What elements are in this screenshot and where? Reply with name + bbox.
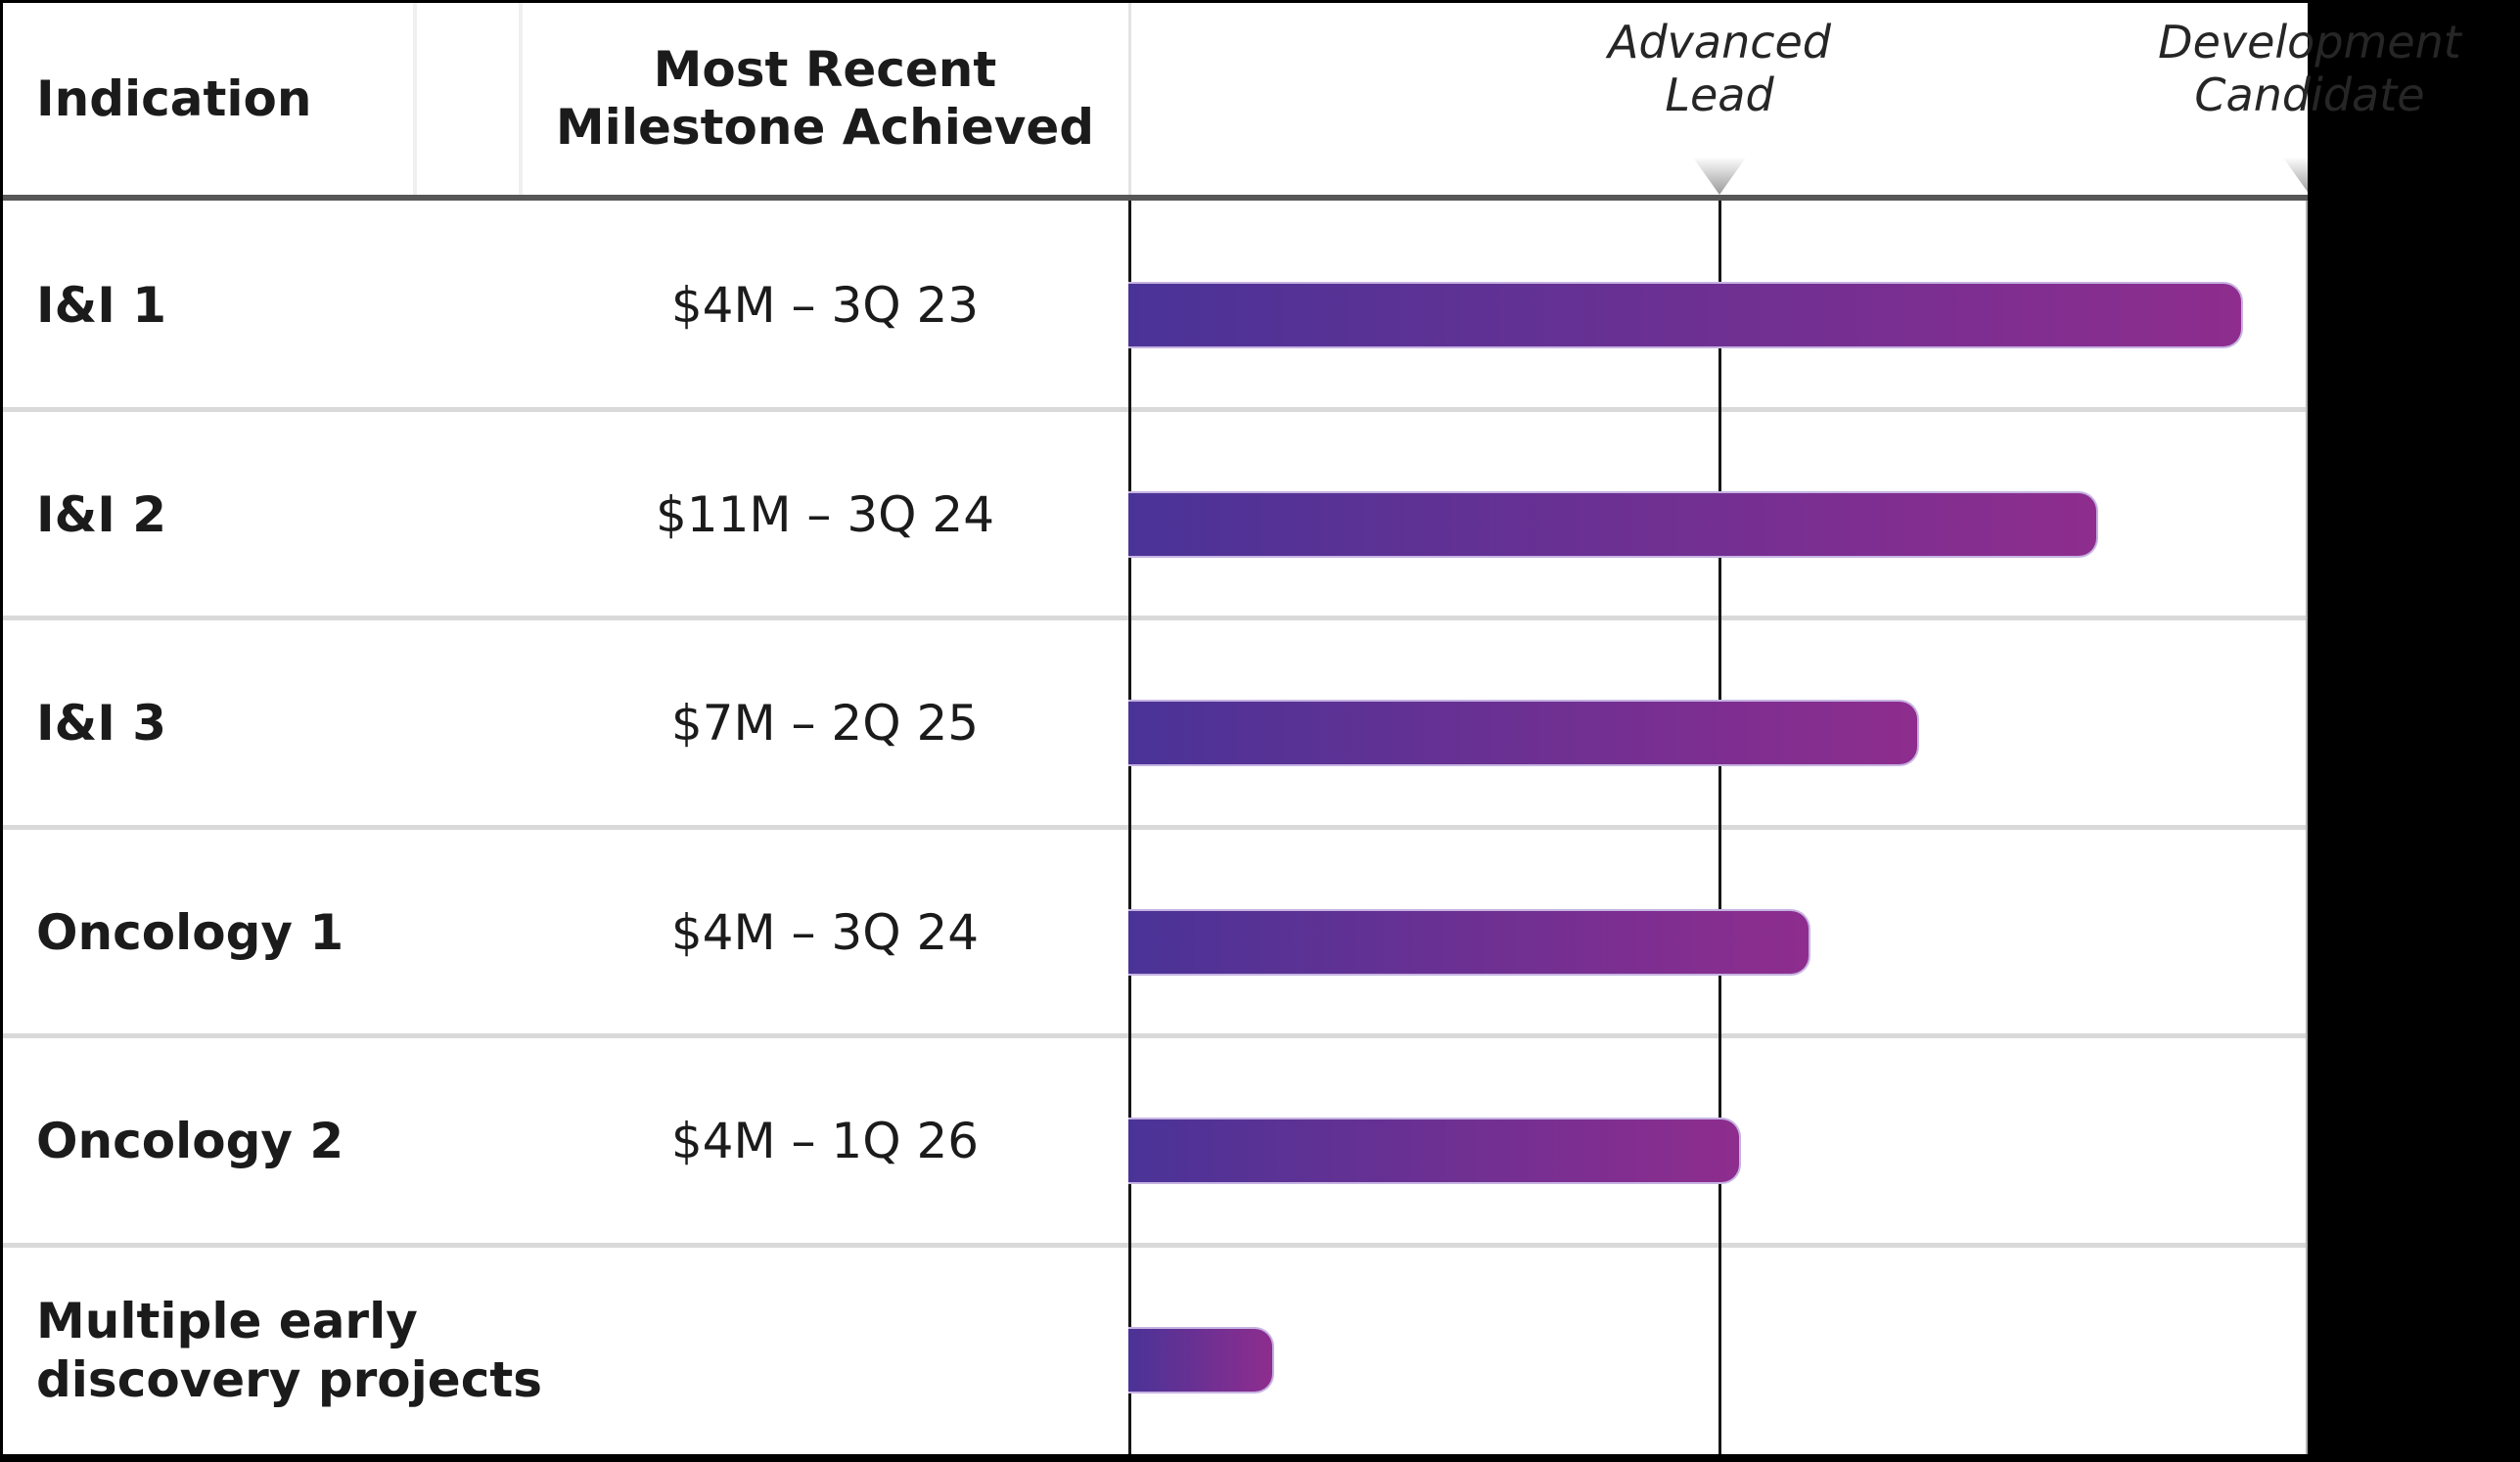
- table-row: Oncology 2 $4M – 1Q 26: [3, 1036, 2308, 1246]
- milestone-value: $4M – 3Q 24: [670, 903, 980, 961]
- stage-label-advanced-lead: Advanced Lead: [1607, 16, 1832, 121]
- header-separator-line: [3, 195, 2308, 201]
- row-separator-line: [3, 616, 2308, 620]
- table-row: Multiple early discovery projects: [3, 1246, 2308, 1455]
- milestone-value: [521, 1246, 1129, 1455]
- chart-axis-line-advanced-lead: [1718, 201, 1721, 1454]
- header-column-divider: [1128, 3, 1131, 195]
- stage-label-development-candidate: Development Candidate: [2158, 16, 2461, 121]
- indication-column-header-label: Indication: [36, 70, 312, 127]
- table-row: I&I 1 $4M – 3Q 23: [3, 201, 2308, 410]
- indication-label: Oncology 2: [36, 1113, 344, 1169]
- indication-label: I&I 1: [36, 277, 167, 334]
- row-separator-line: [3, 407, 2308, 412]
- milestone-column-header-label: Most Recent Milestone Achieved: [555, 41, 1095, 156]
- table-row: I&I 3 $7M – 2Q 25: [3, 618, 2308, 828]
- row-separator-line: [3, 1033, 2308, 1038]
- indication-column-header: Indication: [36, 3, 312, 195]
- progress-bar: [1128, 1326, 1274, 1393]
- progress-bar: [1128, 282, 2243, 348]
- header-column-divider: [519, 3, 523, 195]
- indication-label: Oncology 1: [36, 903, 344, 961]
- progress-bar: [1128, 1118, 1741, 1184]
- milestone-value: $7M – 2Q 25: [670, 695, 980, 752]
- milestone-column-header: Most Recent Milestone Achieved: [521, 3, 1129, 195]
- table-row: I&I 2 $11M – 3Q 24: [3, 410, 2308, 619]
- indication-label: I&I 3: [36, 695, 167, 752]
- row-separator-line: [3, 1243, 2308, 1248]
- indication-label: I&I 2: [36, 485, 167, 543]
- progress-bar: [1128, 700, 1919, 766]
- chart-axis-line-development-candidate: [2306, 201, 2308, 1454]
- chart-axis-line-start: [1128, 201, 1131, 1454]
- milestone-value: $11M – 3Q 24: [655, 485, 995, 543]
- progress-bar: [1128, 490, 2098, 558]
- indication-label: Multiple early discovery projects: [36, 1292, 542, 1408]
- milestone-value: $4M – 1Q 26: [670, 1113, 980, 1169]
- slide-background-band: [2308, 0, 2520, 1462]
- progress-bar: [1128, 908, 1810, 976]
- row-separator-line: [3, 825, 2308, 830]
- table-row: Oncology 1 $4M – 3Q 24: [3, 828, 2308, 1037]
- header-column-divider: [413, 3, 417, 195]
- milestone-value: $4M – 3Q 23: [670, 277, 980, 334]
